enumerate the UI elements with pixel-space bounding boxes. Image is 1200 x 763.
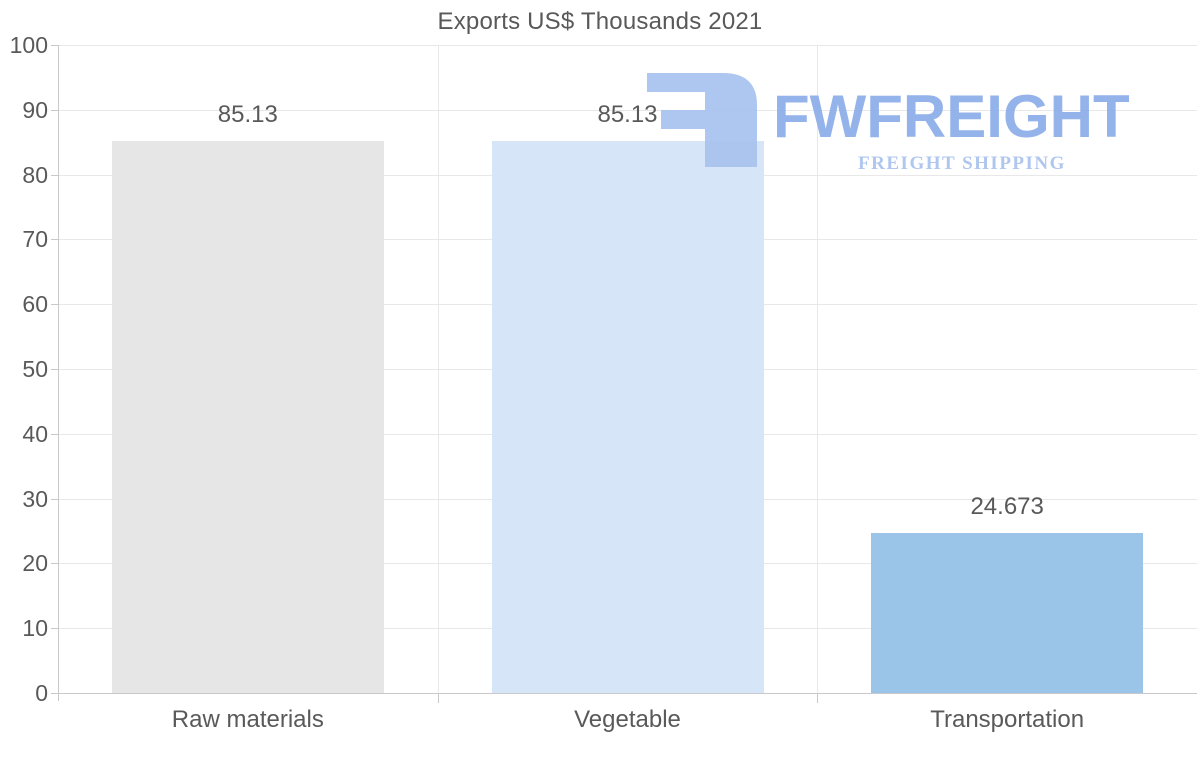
bar-transportation[interactable] [871, 533, 1144, 693]
value-label-transportation: 24.673 [970, 493, 1044, 521]
y-axis-label-100: 100 [9, 32, 48, 58]
y-axis-tick-90 [51, 109, 58, 111]
y-axis-line [58, 45, 59, 701]
value-label-raw-materials: 85.13 [217, 101, 278, 129]
bar-vegetable[interactable] [491, 141, 764, 693]
category-separator-2 [817, 45, 819, 693]
y-axis-tick-30 [51, 498, 58, 500]
y-axis-label-30: 30 [22, 485, 48, 512]
watermark-tagline-text: FREIGHT SHIPPING [858, 153, 1066, 174]
y-axis-label-70: 70 [22, 226, 48, 253]
y-axis-tick-100 [51, 45, 58, 46]
x-axis-tick-1 [437, 693, 439, 703]
chart-title: Exports US$ Thousands 2021 [437, 8, 763, 35]
y-axis-label-0: 0 [35, 680, 48, 706]
y-axis-tick-50 [51, 369, 58, 370]
y-axis-label-50: 50 [22, 356, 48, 382]
y-axis-tick-70 [51, 239, 58, 241]
x-axis-label-raw-materials: Raw materials [171, 706, 324, 733]
gridline-y-90 [58, 109, 1197, 111]
y-axis-tick-0 [51, 693, 58, 694]
y-axis-label-40: 40 [22, 420, 48, 447]
category-separator-1 [437, 45, 439, 693]
y-axis-label-90: 90 [22, 96, 48, 123]
value-label-vegetable: 85.13 [597, 101, 658, 129]
gridline-y-100 [58, 45, 1197, 46]
watermark-brand-text: FWFREIGHT [773, 83, 1130, 150]
y-axis-tick-80 [51, 174, 58, 176]
x-axis-label-vegetable: Vegetable [574, 706, 681, 733]
y-axis-tick-10 [51, 628, 58, 630]
bar-raw-materials[interactable] [111, 141, 384, 693]
y-axis-tick-20 [51, 563, 58, 565]
x-axis-line [58, 693, 1197, 694]
x-axis-label-transportation: Transportation [930, 706, 1085, 733]
y-axis-tick-40 [51, 433, 58, 435]
y-axis-label-60: 60 [22, 291, 48, 318]
y-axis-tick-60 [51, 304, 58, 306]
y-axis-label-10: 10 [22, 615, 48, 642]
y-axis-label-80: 80 [22, 161, 48, 188]
y-axis-label-20: 20 [22, 550, 48, 577]
x-axis-tick-2 [817, 693, 819, 703]
